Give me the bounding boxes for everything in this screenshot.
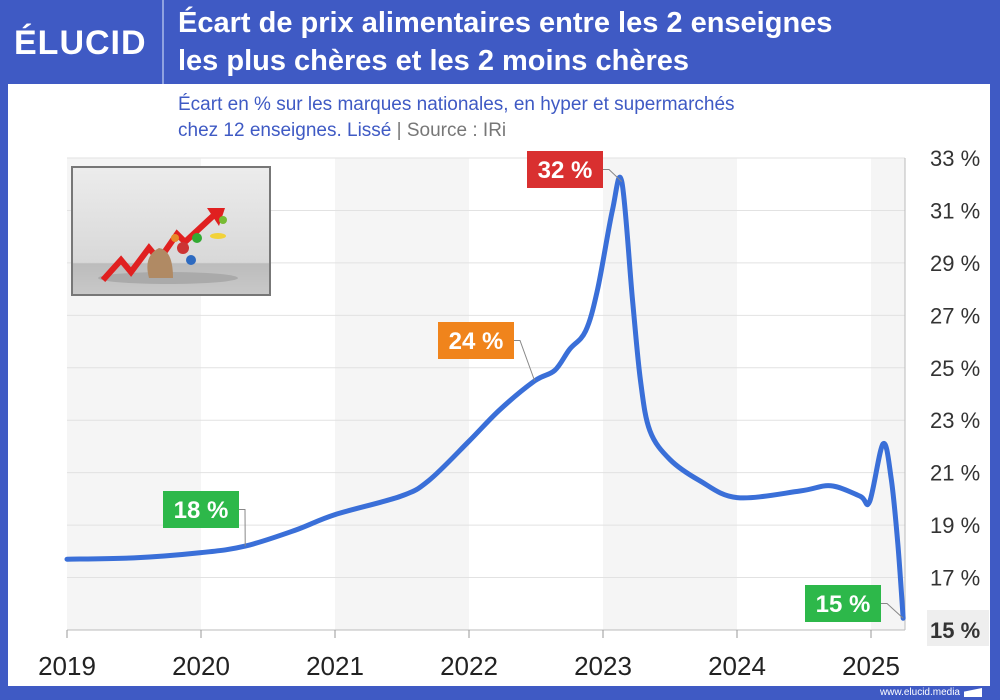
annotation-label: 24 % — [449, 328, 504, 355]
title-line-1: Écart de prix alimentaires entre les 2 e… — [178, 7, 833, 39]
annotation-leader — [881, 603, 904, 619]
x-tick-label: 2025 — [842, 651, 900, 681]
y-tick-label: 29 % — [930, 251, 980, 276]
annotation-box — [805, 585, 881, 622]
y-tick-label: 19 % — [930, 513, 980, 538]
highlighted-tick-bg — [927, 610, 989, 646]
groceries-inflation-image — [71, 166, 271, 296]
subtitle-line-2: chez 12 enseignes. Lissé — [178, 120, 392, 141]
page-title: Écart de prix alimentaires entre les 2 e… — [178, 4, 978, 80]
series-line — [64, 174, 906, 621]
y-tick-label: 17 % — [930, 566, 980, 591]
annotation-box — [163, 491, 239, 528]
source-text: Source : IRi — [406, 120, 507, 141]
x-tick-label: 2019 — [38, 651, 96, 681]
x-tick-label: 2021 — [306, 651, 364, 681]
annotation-box — [438, 322, 514, 359]
y-tick-label: 15 % — [930, 618, 980, 643]
annotation-label: 15 % — [816, 591, 871, 618]
year-band — [603, 158, 737, 630]
x-tick-label: 2022 — [440, 651, 498, 681]
x-tick-label: 2024 — [708, 651, 766, 681]
footer-url[interactable]: www.elucid.media — [879, 687, 960, 698]
chart-subtitle: Écart en % sur les marques nationales, e… — [178, 92, 958, 144]
annotation-label: 32 % — [538, 157, 593, 184]
y-tick-label: 21 % — [930, 461, 980, 486]
y-tick-label: 31 % — [930, 198, 980, 223]
elucid-mark-icon — [964, 688, 982, 697]
annotation-leader — [603, 169, 623, 182]
separator: | — [396, 120, 402, 141]
rising-arrow-icon — [98, 208, 238, 284]
y-tick-label: 33 % — [930, 146, 980, 171]
x-tick-label: 2020 — [172, 651, 230, 681]
elucid-logo: ÉLUCID — [14, 24, 147, 62]
annotation-label: 18 % — [174, 497, 229, 524]
y-tick-label: 23 % — [930, 408, 980, 433]
y-tick-label: 27 % — [930, 303, 980, 328]
annotation-leader — [239, 509, 246, 547]
annotation-leader — [514, 340, 536, 382]
year-band — [335, 158, 469, 630]
x-tick-label: 2023 — [574, 651, 632, 681]
subtitle-line-1: Écart en % sur les marques nationales, e… — [178, 94, 735, 115]
header-divider — [162, 0, 164, 84]
header-bar: ÉLUCID Écart de prix alimentaires entre … — [0, 0, 1000, 84]
annotation-box — [527, 151, 603, 188]
title-line-2: les plus chères et les 2 moins chères — [178, 45, 689, 77]
y-tick-label: 25 % — [930, 356, 980, 381]
